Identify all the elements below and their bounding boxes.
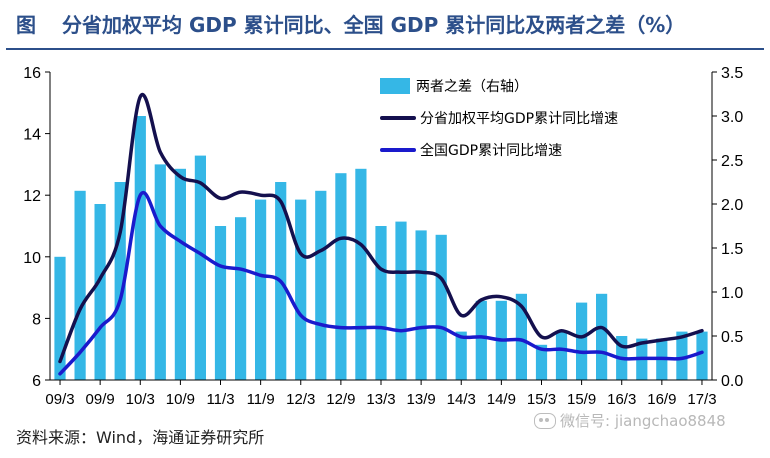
figure-title-row: 图 分省加权平均 GDP 累计同比、全国 GDP 累计同比及两者之差（%） bbox=[0, 0, 770, 46]
x-tick-label: 13/3 bbox=[366, 391, 395, 408]
legend-swatch-national-line bbox=[380, 148, 416, 152]
x-tick-label: 16/9 bbox=[647, 391, 676, 408]
y-right-tick-label: 3.0 bbox=[721, 109, 743, 126]
gdp-chart: 6 8 10 12 14 16 0.0 0.5 1.0 1.5 2.0 2.5 3.0 3.5 09/3 09… bbox=[23, 65, 743, 408]
y-left-tick-label: 12 bbox=[23, 188, 41, 205]
bar-diff-14/12 bbox=[515, 293, 527, 380]
bar-diff-10/9 bbox=[174, 168, 186, 380]
x-tick-label: 17/3 bbox=[687, 391, 716, 408]
bar-diff-13/9 bbox=[415, 230, 427, 380]
y-right-tick-label: 1.0 bbox=[721, 285, 743, 302]
source-note: 资料来源：Wind，海通证券研究所 bbox=[16, 428, 265, 447]
title-divider bbox=[6, 48, 764, 50]
bar-diff-09/9 bbox=[94, 204, 106, 380]
legend-item-diff: 两者之差（右轴） bbox=[380, 70, 618, 102]
y-right-tick-label: 0.0 bbox=[721, 373, 743, 390]
bar-diff-15/3 bbox=[535, 344, 548, 380]
x-tick-label: 10/9 bbox=[166, 391, 195, 408]
legend-swatch-provincial-line bbox=[380, 116, 416, 120]
bar-diff-12/12 bbox=[355, 168, 367, 380]
line-national-gdp bbox=[58, 190, 704, 376]
bar-diff-10/3 bbox=[134, 116, 146, 380]
y-left-tick-label: 8 bbox=[32, 311, 41, 328]
figure-prefix: 图 bbox=[16, 12, 36, 37]
x-tick-label: 11/9 bbox=[247, 391, 275, 408]
x-tick-label: 14/9 bbox=[487, 391, 516, 408]
bar-diff-11/6 bbox=[235, 217, 247, 380]
bar-diff-15/9 bbox=[576, 302, 588, 380]
legend-label-national: 全国GDP累计同比增速 bbox=[420, 143, 563, 159]
y-right-tick-label: 2.0 bbox=[721, 197, 743, 214]
x-tick-label: 10/3 bbox=[126, 391, 155, 408]
x-tick-label: 09/3 bbox=[45, 391, 74, 408]
y-left-tick-label: 14 bbox=[23, 127, 41, 144]
legend-item-provincial: 分省加权平均GDP累计同比增速 bbox=[380, 102, 618, 134]
bar-diff-12/3 bbox=[295, 199, 307, 380]
bar-diff-16/12 bbox=[676, 331, 688, 380]
x-tick-label: 09/9 bbox=[86, 391, 115, 408]
x-tick-label: 15/3 bbox=[527, 391, 556, 408]
bar-diff-15/12 bbox=[596, 293, 608, 380]
legend-label-provincial: 分省加权平均GDP累计同比增速 bbox=[420, 111, 619, 127]
x-tick-label: 12/9 bbox=[326, 391, 355, 408]
wechat-watermark: 微信号: jiangchao8848 bbox=[534, 410, 726, 431]
legend-swatch-bar bbox=[380, 78, 410, 94]
legend-label-diff: 两者之差（右轴） bbox=[416, 79, 528, 95]
bar-diff-09/12 bbox=[114, 182, 126, 380]
y-left-tick-label: 16 bbox=[23, 65, 41, 82]
bar-diff-10/12 bbox=[194, 155, 206, 380]
line-provincial-gdp bbox=[58, 92, 704, 364]
y-right-tick-label: 3.5 bbox=[721, 65, 743, 82]
x-tick-label: 13/9 bbox=[407, 391, 436, 408]
bar-diff-11/9 bbox=[255, 199, 267, 380]
y-right-tick-label: 0.5 bbox=[721, 329, 743, 346]
y-right-tick-label: 1.5 bbox=[721, 241, 743, 258]
legend-item-national: 全国GDP累计同比增速 bbox=[380, 134, 618, 166]
bar-diff-10/6 bbox=[154, 164, 166, 380]
wechat-icon bbox=[534, 412, 556, 429]
bar-diff-11/3 bbox=[214, 226, 227, 380]
bar-diff-13/3 bbox=[375, 226, 387, 380]
bar-diff-14/6 bbox=[475, 300, 487, 380]
bar-diff-13/12 bbox=[435, 234, 447, 380]
x-tick-label: 16/3 bbox=[607, 391, 636, 408]
x-tick-label: 15/9 bbox=[567, 391, 596, 408]
x-tick-label: 12/3 bbox=[286, 391, 315, 408]
bar-diff-12/6 bbox=[315, 190, 327, 380]
watermark-text: 微信号: jiangchao8848 bbox=[560, 412, 726, 430]
x-tick-label: 14/3 bbox=[447, 391, 476, 408]
y-right-tick-label: 2.5 bbox=[721, 153, 743, 170]
bar-diff-09/3 bbox=[54, 256, 66, 380]
bar-diff-14/3 bbox=[455, 331, 467, 380]
chart-legend: 两者之差（右轴） 分省加权平均GDP累计同比增速 全国GDP累计同比增速 bbox=[380, 70, 618, 166]
bar-diff-12/9 bbox=[335, 173, 347, 380]
y-left-tick-label: 10 bbox=[23, 250, 41, 267]
figure-title: 分省加权平均 GDP 累计同比、全国 GDP 累计同比及两者之差（%） bbox=[62, 12, 686, 37]
y-left-tick-label: 6 bbox=[32, 373, 41, 390]
bar-diff-09/6 bbox=[74, 190, 86, 380]
bar-diff-15/6 bbox=[555, 331, 568, 380]
bar-diff-13/6 bbox=[395, 221, 407, 380]
bar-diff-17/3 bbox=[696, 331, 708, 380]
x-tick-label: 11/3 bbox=[206, 391, 234, 408]
